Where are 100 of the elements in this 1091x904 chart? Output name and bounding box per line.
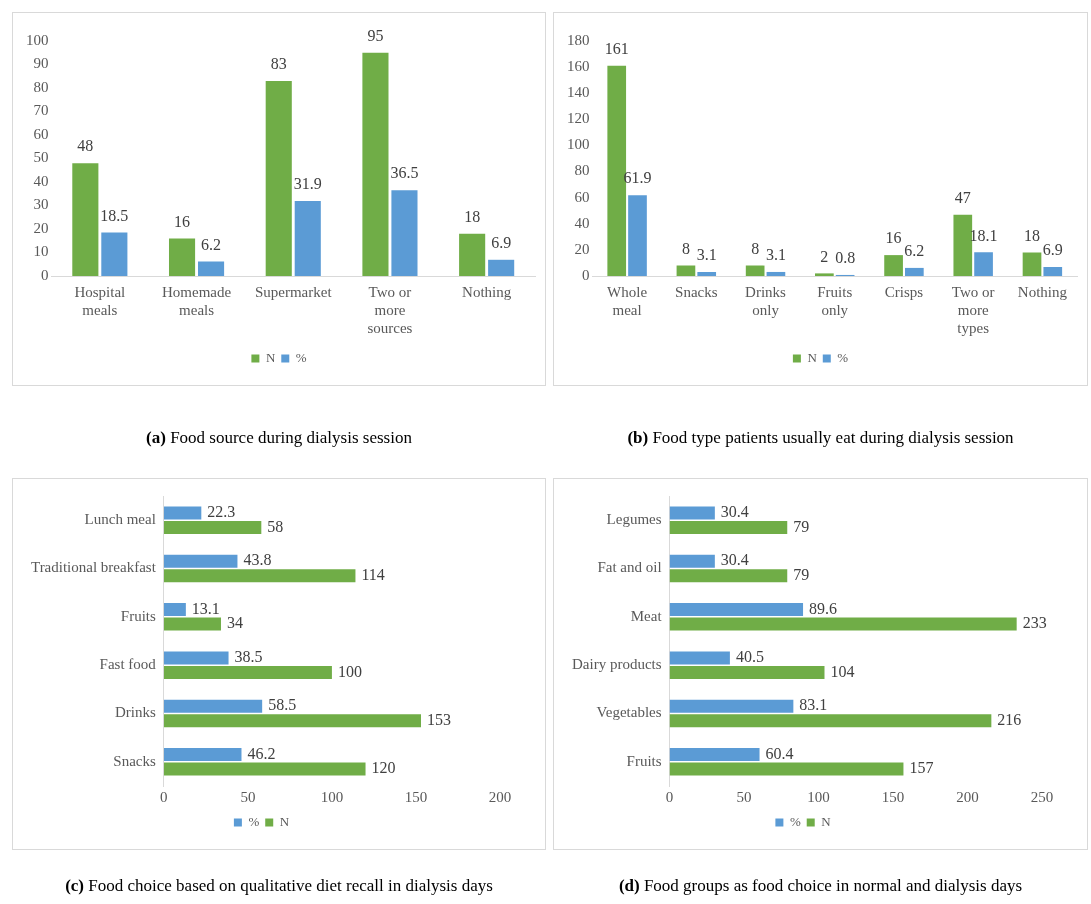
y-tick-label: 80 [33, 78, 49, 95]
bar [953, 214, 973, 276]
bar [163, 603, 186, 617]
x-tick-label: Nothing [462, 283, 512, 300]
data-label: 6.9 [491, 233, 512, 251]
bar [669, 762, 904, 776]
y-tick-label: 100 [567, 136, 590, 153]
text: (b) Food type patients usually eat during dialysis session [627, 428, 1014, 447]
x-tick-label: 150 [881, 788, 905, 805]
x-tick-label: Hospital meals [74, 283, 126, 318]
data-label: 30.4 [720, 551, 749, 569]
data-label: 22.3 [207, 503, 236, 521]
legend-label: N [265, 349, 276, 365]
y-tick-label: Meat [630, 607, 663, 624]
data-label: 161 [604, 40, 629, 58]
y-tick-label: 70 [33, 102, 49, 119]
y-tick-label: 60 [574, 188, 590, 205]
y-tick-label: Snacks [113, 752, 156, 769]
data-label: 38.5 [234, 648, 263, 666]
data-label: 16 [885, 229, 902, 247]
y-tick-label: 0 [582, 266, 590, 283]
y-tick-label: 100 [26, 31, 49, 48]
data-label: 58.5 [268, 696, 297, 714]
bar [766, 271, 786, 276]
data-label: 104 [830, 662, 855, 680]
y-tick-label: Lunch meal [84, 511, 156, 528]
y-tick-label: 60 [33, 125, 49, 142]
y-tick-label: Dairy products [572, 656, 662, 673]
data-label: 89.6 [809, 599, 838, 617]
x-tick-label: 150 [404, 788, 428, 805]
bar [669, 506, 715, 520]
data-label: 18 [464, 207, 481, 225]
bar [72, 163, 99, 276]
legend-label: N [821, 813, 832, 829]
x-tick-label: 50 [736, 788, 752, 805]
bar [815, 273, 834, 276]
bar [697, 271, 717, 276]
y-tick-label: 10 [33, 243, 49, 260]
data-label: 8 [681, 239, 690, 257]
y-tick-label: Fat and oil [597, 559, 662, 576]
bar [163, 714, 421, 728]
data-label: 153 [427, 710, 451, 728]
x-tick-label: 250 [1030, 788, 1054, 805]
bar [628, 195, 647, 276]
x-tick-label: 0 [160, 788, 168, 805]
legend-label: N [279, 813, 290, 829]
bar [676, 265, 696, 276]
x-tick-label: Crisps [884, 283, 924, 300]
data-label: 216 [997, 710, 1022, 728]
data-label: 16 [174, 212, 191, 230]
bar [163, 506, 202, 520]
bar [669, 603, 804, 617]
bar [745, 265, 765, 276]
x-tick-label: Two or more types [951, 283, 995, 336]
bar [1022, 252, 1042, 276]
bar [163, 617, 221, 631]
data-label: 95 [367, 26, 384, 44]
legend-label: % [248, 813, 260, 829]
y-tick-label: 0 [41, 266, 49, 283]
bar [163, 665, 332, 679]
x-tick-label: Two or more sources [367, 283, 413, 336]
bar [163, 748, 242, 762]
bar [459, 233, 486, 276]
bar [163, 762, 366, 776]
data-label: 2 [820, 247, 829, 265]
data-label: 18 [1024, 226, 1041, 244]
y-tick-label: 50 [33, 149, 49, 166]
bar [974, 252, 993, 276]
y-tick-label: 90 [33, 55, 49, 72]
data-label: 8 [751, 239, 760, 257]
data-label: 100 [337, 662, 362, 680]
y-tick-label: 30 [33, 196, 49, 213]
y-tick-label: Fruits [626, 752, 662, 769]
data-label: 43.8 [243, 551, 272, 569]
data-label: 40.5 [735, 648, 764, 666]
y-tick-label: Vegetables [596, 704, 662, 721]
data-label: 120 [371, 759, 396, 777]
bar [198, 261, 225, 276]
y-tick-label: 20 [574, 240, 590, 257]
y-tick-label: 120 [567, 110, 590, 127]
bar [669, 699, 794, 713]
bar [669, 714, 992, 728]
data-label: 48 [77, 137, 94, 155]
data-label: 83.1 [799, 696, 828, 714]
data-label: 6.2 [904, 242, 925, 260]
bar [294, 201, 321, 276]
x-tick-label: 100 [320, 788, 344, 805]
bar [669, 569, 788, 583]
y-tick-label: 140 [567, 84, 590, 101]
data-label: 18.5 [100, 206, 129, 224]
data-label: 157 [909, 759, 934, 777]
bar [163, 569, 356, 583]
data-label: 3.1 [696, 246, 717, 264]
x-tick-label: Homemade meals [161, 283, 232, 318]
bar [669, 554, 715, 568]
bar [669, 651, 730, 665]
bar [669, 748, 760, 762]
data-label: 13.1 [191, 599, 220, 617]
y-tick-label: 40 [33, 172, 49, 189]
y-tick-label: 80 [574, 162, 590, 179]
